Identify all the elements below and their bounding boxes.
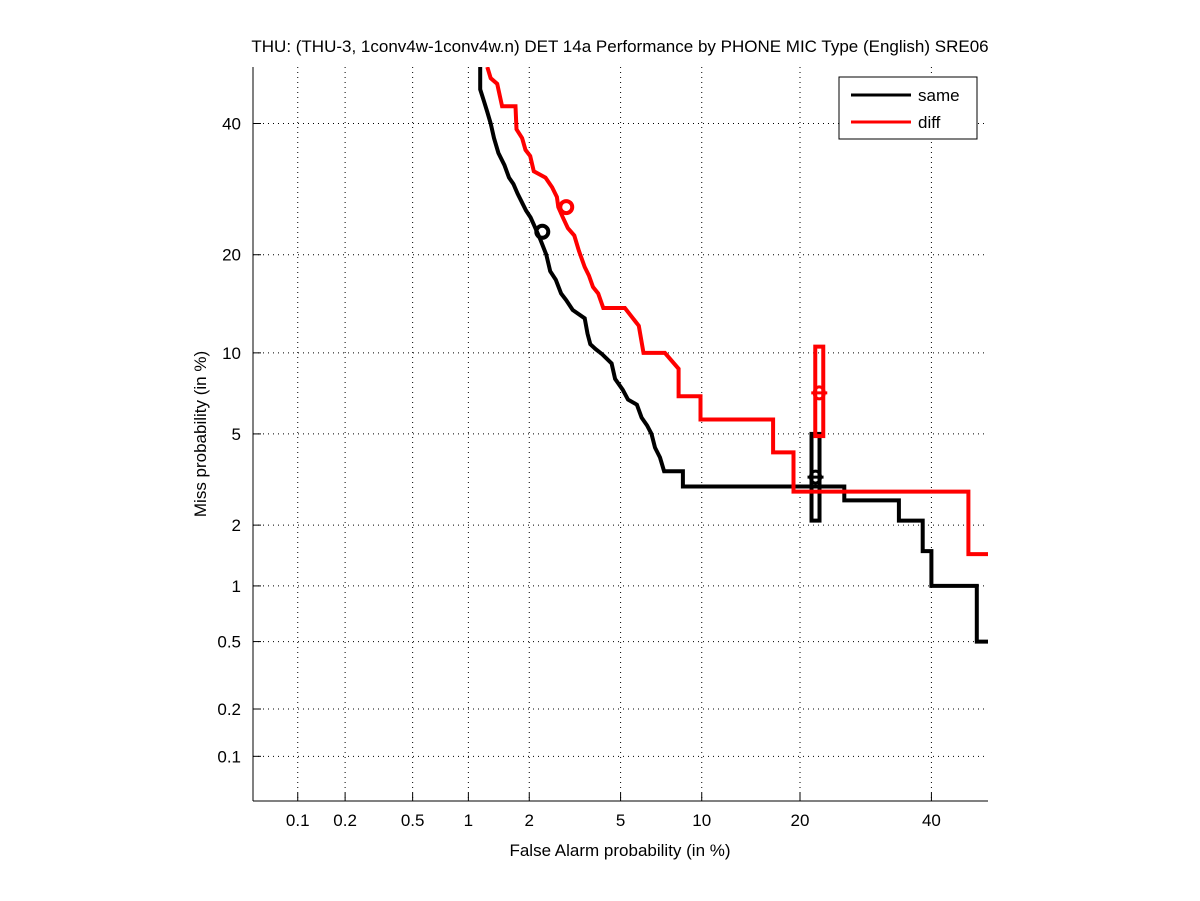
grid-lines — [253, 67, 988, 801]
x-tick-label: 1 — [464, 811, 473, 830]
x-axis-title: False Alarm probability (in %) — [509, 841, 730, 860]
y-tick-label: 20 — [222, 246, 241, 265]
legend-box — [838, 76, 978, 140]
act-dcf-marker-ring-same — [809, 469, 823, 485]
det-curve-same — [478, 67, 988, 644]
x-tick-labels: 0.1 0.2 0.5 1 2 5 10 20 40 — [286, 811, 941, 830]
y-tick-label: 10 — [222, 344, 241, 363]
legend: same diff — [838, 76, 978, 140]
y-tick-label: 0.2 — [217, 700, 241, 719]
x-tick-label: 0.1 — [286, 811, 310, 830]
legend-label-diff: diff — [918, 113, 941, 132]
y-tick-label: 2 — [232, 516, 241, 535]
x-tick-label: 5 — [616, 811, 625, 830]
act-dcf-bar-diff — [813, 344, 826, 439]
chart-title: THU: (THU-3, 1conv4w-1conv4w.n) DET 14a … — [251, 37, 988, 56]
series-same — [478, 67, 988, 644]
det-curve-diff — [485, 67, 988, 557]
y-tick-label: 5 — [232, 425, 241, 444]
y-tick-label: 0.1 — [217, 747, 241, 766]
series-diff — [485, 67, 988, 557]
min-dcf-marker-same — [534, 223, 551, 240]
act-dcf-marker-ring-diff — [812, 385, 826, 401]
axes — [252, 67, 988, 802]
y-tick-label: 40 — [222, 115, 241, 134]
y-tick-label: 1 — [232, 577, 241, 596]
x-tick-label: 10 — [692, 811, 711, 830]
x-tick-label: 2 — [525, 811, 534, 830]
x-tick-label: 0.5 — [401, 811, 425, 830]
y-tick-label: 0.5 — [217, 633, 241, 652]
x-tick-label: 20 — [791, 811, 810, 830]
series — [478, 67, 988, 644]
y-axis-title: Miss probability (in %) — [191, 351, 210, 517]
x-tick-label: 0.2 — [333, 811, 357, 830]
min-dcf-marker-diff — [558, 199, 575, 216]
legend-label-same: same — [918, 86, 960, 105]
y-tick-labels: 0.1 0.2 0.5 1 2 5 10 20 40 — [217, 115, 241, 767]
x-tick-label: 40 — [922, 811, 941, 830]
